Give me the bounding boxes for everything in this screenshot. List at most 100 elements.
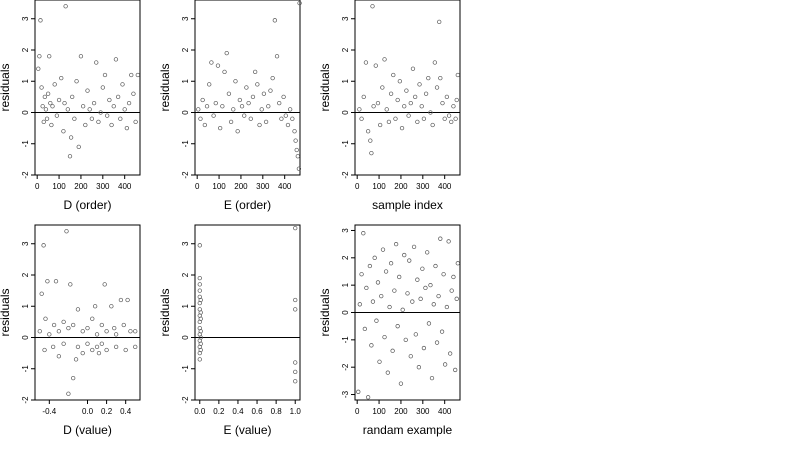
data-point [118,297,124,303]
data-point [451,274,456,280]
x-tick-label: 400 [438,182,452,191]
y-tick-label: 0 [341,310,350,315]
y-tick-label: 3 [21,241,30,246]
data-point [56,97,62,103]
data-point [288,107,293,112]
y-tick-label: 2 [21,272,30,277]
data-point [126,100,132,106]
data-point [418,296,423,301]
data-point [224,50,229,56]
data-point [425,250,430,255]
data-point [129,72,134,78]
data-point [294,147,299,153]
data-point [59,75,64,81]
data-point [444,304,450,310]
data-point [99,322,104,328]
data-point [426,75,431,81]
data-point [438,236,443,241]
y-tick-label: -2 [21,396,30,404]
data-point [56,329,62,334]
data-point [295,154,300,159]
data-point [85,88,90,93]
data-point [386,119,392,125]
data-point [393,241,399,247]
x-tick-label: 0.0 [194,407,206,416]
data-point [390,348,395,353]
data-point [96,350,102,356]
data-point [397,274,402,280]
data-point [83,122,88,128]
data-point [39,291,44,296]
data-point [361,231,366,236]
x-tick-label: 200 [234,182,248,191]
data-point [198,335,203,340]
data-point [133,344,138,350]
x-tick-label: 0.2 [101,407,113,416]
data-point [372,255,377,260]
data-point [391,72,396,78]
y-tick-label: 0 [181,110,190,115]
data-point [423,91,429,96]
data-point [118,116,123,121]
y-tick-label: -2 [21,171,30,179]
panel-randam-example: 0 100 200 300 400 -3 -2 -1 0 1 2 3 randam example res… [318,224,461,437]
data-point [293,225,298,231]
x-tick-label: 400 [438,407,452,416]
data-point [426,321,432,326]
data-point [429,375,435,381]
data-point [56,354,62,359]
data-point [47,332,52,337]
data-point [80,329,85,334]
data-point [403,337,408,342]
data-point [297,0,302,6]
data-point [211,113,216,118]
data-point [75,344,81,350]
data-point [448,351,453,356]
y-tick-label: 1 [181,78,190,83]
y-tick-label: 0 [341,110,350,115]
data-point [453,116,458,121]
data-point [41,119,46,125]
data-point [378,122,383,128]
data-point [455,261,460,266]
data-point [39,85,44,90]
x-tick-label: 300 [256,182,270,191]
x-tick-label: 400 [278,182,292,191]
x-tick-label: 200 [394,182,408,191]
data-point [66,391,71,396]
x-tick-label: 400 [118,182,132,191]
data-point [449,288,454,293]
data-point [370,4,375,9]
data-point [198,347,203,353]
data-point [455,72,460,78]
y-tick-label: 2 [181,272,190,277]
data-point [259,107,264,112]
data-point [408,100,413,106]
data-point [85,325,90,331]
y-axis-title: residuals [0,288,12,336]
data-point [367,263,373,269]
data-point [421,116,427,121]
data-point [415,119,420,125]
data-point [277,100,282,106]
data-point [423,285,428,291]
data-point [215,63,221,68]
y-tick-label: 2 [341,47,350,52]
data-point [402,252,407,258]
y-tick-label: 0 [21,335,30,340]
data-point [45,91,51,96]
data-point [437,19,442,25]
data-point [454,296,459,301]
y-axis-title: residuals [318,288,332,336]
data-point [49,122,54,128]
data-point [453,367,458,373]
data-point [274,54,280,59]
data-point [68,135,74,140]
data-point [292,129,297,134]
data-point [111,104,116,109]
panel-e-order: 0 100 200 300 400 -2 -1 0 1 2 3 E (order) residuals [158,0,302,212]
data-point [440,100,445,106]
data-point [293,369,298,375]
data-point [105,113,110,118]
x-tick-label: 0 [195,182,200,191]
